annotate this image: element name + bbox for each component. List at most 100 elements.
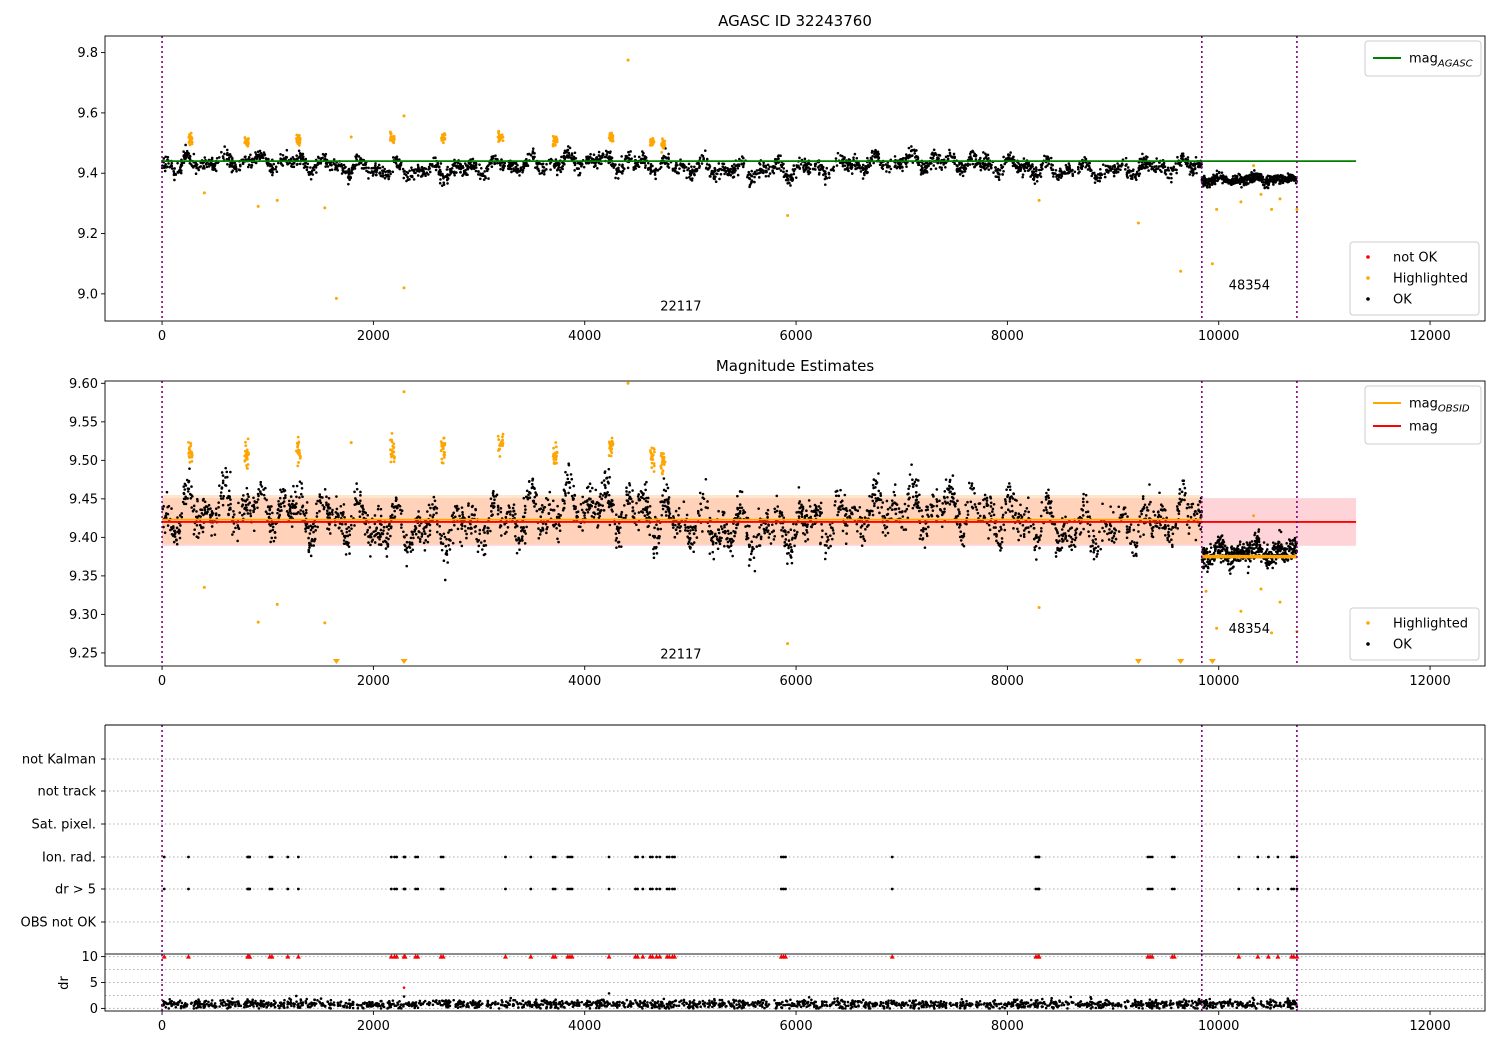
ok-point: [1132, 168, 1135, 171]
highlighted-point: [323, 206, 327, 210]
ok-point: [203, 156, 207, 159]
ok-point: [1155, 165, 1158, 168]
ok-point: [677, 171, 680, 175]
ok-point: [175, 542, 179, 546]
ok-point: [264, 510, 268, 513]
ok-point: [578, 162, 582, 165]
ok-point: [196, 536, 200, 539]
ok-point: [459, 171, 462, 174]
ok-point: [881, 501, 885, 504]
ok-point: [433, 156, 437, 159]
ok-point: [530, 482, 534, 486]
ok-point: [930, 513, 933, 517]
ok-point: [199, 515, 202, 518]
ok-point: [738, 503, 742, 506]
ok-point: [583, 514, 586, 517]
ok-point: [880, 166, 884, 169]
ok-point: [179, 171, 183, 175]
ok-point: [567, 151, 571, 155]
ok-point: [194, 163, 198, 167]
ok-point: [1099, 168, 1102, 171]
ok-point: [804, 539, 807, 543]
ok-point: [427, 173, 430, 176]
ok-point: [347, 526, 351, 529]
ok-point: [667, 514, 671, 518]
highlighted-point: [553, 143, 557, 147]
ok-point: [389, 534, 392, 538]
ok-point: [266, 505, 270, 509]
ok-point: [1190, 167, 1194, 170]
ok-point: [653, 173, 657, 176]
ok-point: [605, 153, 608, 157]
ok-point: [621, 169, 625, 173]
highlighted-point: [626, 58, 630, 62]
ok-point: [1196, 165, 1200, 169]
ok-point: [1183, 486, 1187, 490]
ok-point: [367, 177, 370, 180]
ok-point: [334, 515, 338, 519]
ok-point: [225, 157, 229, 161]
ok-point: [989, 166, 993, 169]
ok-point: [1144, 166, 1147, 169]
x-tick-label: 0: [158, 329, 166, 344]
ok-point: [1112, 534, 1116, 538]
ok-point: [471, 157, 475, 161]
ok-point: [843, 164, 847, 167]
ok-point: [534, 491, 537, 494]
ok-point: [561, 162, 565, 165]
ok-point: [1141, 497, 1145, 501]
ok-point: [966, 162, 970, 166]
ok-point: [726, 173, 730, 176]
ok-point: [434, 168, 438, 172]
ok-point: [323, 488, 327, 491]
ok-point: [389, 525, 393, 528]
ok-point: [1195, 171, 1198, 175]
ok-point: [973, 165, 976, 169]
ok-point: [467, 502, 470, 505]
ok-point: [687, 167, 690, 170]
ok-point: [719, 525, 723, 528]
highlighted-point: [651, 142, 655, 145]
ok-point: [309, 554, 313, 558]
ok-point: [1190, 162, 1194, 166]
ok-point: [173, 173, 177, 176]
ok-point: [519, 526, 523, 529]
ok-point: [366, 170, 370, 174]
ok-point: [585, 486, 589, 490]
ok-point: [1252, 178, 1256, 181]
ok-point: [282, 157, 286, 160]
ok-point: [1101, 526, 1104, 530]
ok-point: [484, 544, 488, 547]
ok-point: [787, 546, 790, 550]
ok-point: [823, 183, 827, 186]
ok-point: [1090, 174, 1094, 178]
ok-point: [1017, 538, 1020, 542]
ok-point: [440, 534, 444, 537]
ok-point: [637, 155, 641, 159]
ok-point: [988, 512, 991, 515]
ok-point: [806, 523, 809, 526]
ok-point: [403, 543, 406, 547]
ok-point: [546, 498, 550, 502]
ok-point: [1060, 528, 1064, 531]
ok-point: [793, 529, 796, 532]
ok-point: [714, 532, 717, 536]
ok-point: [1006, 485, 1010, 489]
ok-point: [215, 156, 219, 160]
ok-point: [1152, 510, 1155, 513]
ok-point: [903, 502, 907, 506]
ok-point: [1088, 515, 1091, 519]
ok-point: [375, 170, 378, 174]
ok-point: [863, 522, 866, 526]
ok-point: [398, 166, 401, 169]
ok-point: [562, 156, 566, 159]
ok-point: [1239, 177, 1242, 180]
ok-point: [1125, 525, 1129, 528]
ok-point: [1021, 523, 1025, 527]
ok-point: [788, 174, 791, 177]
ok-point: [768, 172, 772, 175]
ok-point: [323, 157, 327, 161]
ok-point: [1070, 548, 1074, 552]
ok-point: [1213, 175, 1216, 179]
ok-point: [934, 167, 938, 170]
